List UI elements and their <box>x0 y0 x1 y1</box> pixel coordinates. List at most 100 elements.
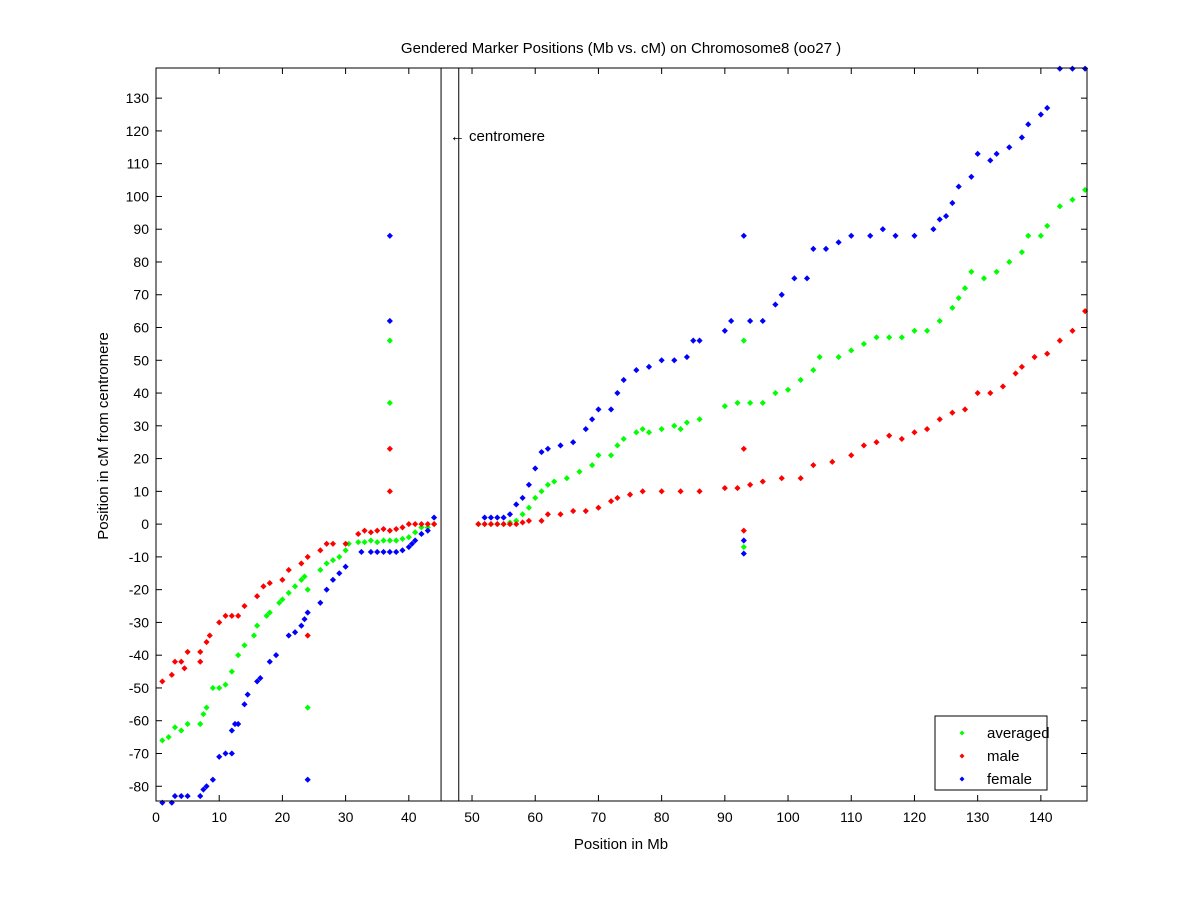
point-averaged <box>734 399 741 406</box>
point-male <box>279 576 286 583</box>
point-averaged <box>386 337 393 344</box>
point-male <box>1044 350 1051 357</box>
point-averaged <box>911 327 918 334</box>
point-female <box>791 275 798 282</box>
point-male <box>386 488 393 495</box>
point-female <box>1082 65 1089 72</box>
point-averaged <box>671 422 678 429</box>
point-female <box>273 652 280 659</box>
point-averaged <box>936 317 943 325</box>
point-female <box>481 514 488 521</box>
point-male <box>494 521 501 528</box>
point-averaged <box>279 596 286 603</box>
legend-label-averaged: averaged <box>987 725 1050 742</box>
point-female <box>835 239 842 246</box>
point-female <box>1018 134 1025 141</box>
point-averaged <box>355 539 362 546</box>
point-male <box>544 511 551 518</box>
point-female <box>405 543 412 551</box>
legend-marker-averaged <box>959 730 965 736</box>
point-female <box>336 570 343 577</box>
y-tick-label: 30 <box>133 418 149 434</box>
y-tick-label: -70 <box>129 745 149 761</box>
point-averaged <box>1037 232 1044 239</box>
point-female <box>222 750 229 757</box>
point-male <box>418 521 425 528</box>
point-female <box>620 376 627 384</box>
point-male <box>323 540 330 547</box>
point-female <box>690 337 697 344</box>
point-female <box>228 727 235 734</box>
y-tick-label: 40 <box>133 385 149 401</box>
point-male <box>500 521 507 528</box>
point-male <box>197 648 204 655</box>
point-averaged <box>250 632 258 639</box>
point-male <box>260 583 267 590</box>
point-male <box>987 389 994 397</box>
point-averaged <box>285 589 292 596</box>
point-female <box>544 445 551 452</box>
point-male <box>974 389 981 397</box>
point-female <box>519 494 526 501</box>
point-male <box>235 612 242 619</box>
point-male <box>393 525 400 533</box>
x-tick-label: 50 <box>464 809 480 825</box>
point-averaged <box>171 724 179 731</box>
point-male <box>197 658 204 665</box>
point-averaged <box>898 334 905 341</box>
point-male <box>424 521 431 528</box>
point-female <box>1069 65 1076 72</box>
point-female <box>614 389 621 397</box>
point-averaged <box>961 285 969 292</box>
point-female <box>254 678 261 685</box>
point-averaged <box>228 668 235 675</box>
point-female <box>184 793 191 800</box>
point-male <box>1082 308 1089 315</box>
y-tick-label: 10 <box>133 483 149 499</box>
y-tick-label: 70 <box>133 287 149 303</box>
point-female <box>532 465 539 472</box>
point-male <box>557 511 564 518</box>
point-male <box>254 593 261 600</box>
point-male <box>178 658 185 665</box>
point-male <box>873 439 880 446</box>
point-averaged <box>159 737 166 744</box>
point-female <box>772 301 779 308</box>
legend-marker-male <box>959 753 965 759</box>
point-averaged <box>184 720 191 728</box>
point-male <box>740 445 747 452</box>
point-male <box>924 426 931 433</box>
point-averaged <box>241 642 248 649</box>
point-female <box>358 548 365 556</box>
point-female <box>696 337 703 344</box>
x-tick-label: 80 <box>654 809 670 825</box>
point-male <box>538 517 545 524</box>
point-male <box>721 485 728 492</box>
x-tick-label: 10 <box>211 809 227 825</box>
point-male <box>171 658 179 665</box>
point-female <box>291 629 299 636</box>
point-averaged <box>200 711 207 718</box>
point-female <box>216 753 223 760</box>
chart-title: Gendered Marker Positions (Mb vs. cM) on… <box>401 40 841 57</box>
point-averaged <box>1018 249 1025 256</box>
point-averaged <box>589 462 596 469</box>
point-averaged <box>886 334 893 341</box>
point-female <box>424 527 431 534</box>
point-female <box>987 157 994 164</box>
point-female <box>892 232 899 239</box>
point-male <box>1018 363 1025 370</box>
point-male <box>405 521 412 528</box>
y-tick-label: 130 <box>126 90 150 106</box>
y-tick-label: -40 <box>129 647 149 663</box>
point-female <box>949 199 956 207</box>
point-averaged <box>266 609 273 616</box>
point-female <box>399 547 406 554</box>
y-tick-label: -80 <box>129 778 149 794</box>
point-female <box>633 367 640 374</box>
point-averaged <box>329 557 337 564</box>
point-averaged <box>683 419 690 426</box>
point-averaged <box>576 468 583 475</box>
point-averaged <box>304 586 311 593</box>
point-averaged <box>301 573 308 580</box>
